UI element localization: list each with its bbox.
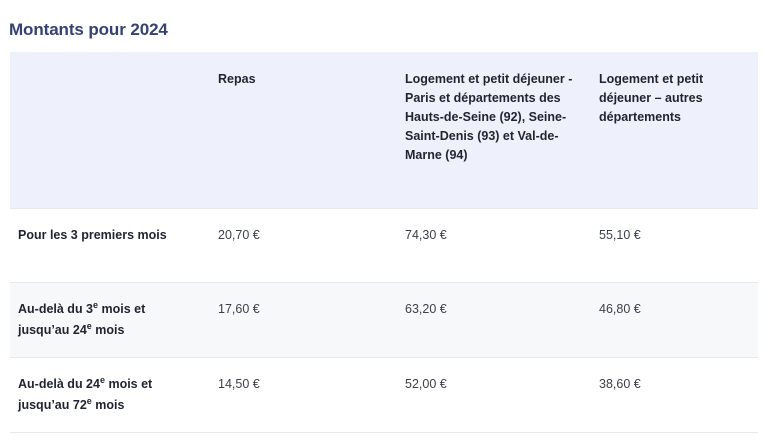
cell-logement-paris: 74,30 €: [405, 227, 447, 242]
row-label-period: Pour les 3 premiers mois: [18, 227, 167, 242]
cell-repas: 17,60 €: [218, 301, 260, 316]
table-row: Au-delà du 24e mois et jusqu’au 72e mois…: [10, 357, 758, 432]
amounts-table: Repas Logement et petit déjeuner - Paris…: [10, 52, 758, 433]
column-header-repas: Repas: [218, 72, 256, 86]
cell-logement-paris: 63,20 €: [405, 301, 447, 316]
row-label-period: Au-delà du 3e mois et jusqu’au 24e mois: [18, 299, 146, 337]
table-head: Repas Logement et petit déjeuner - Paris…: [10, 52, 758, 208]
cell-logement-autres: 46,80 €: [599, 301, 641, 316]
amounts-table-container: Repas Logement et petit déjeuner - Paris…: [10, 52, 758, 433]
cell-logement-autres: 55,10 €: [599, 227, 641, 242]
column-header-logement-paris: Logement et petit déjeuner - Paris et dé…: [405, 72, 573, 162]
page-title: Montants pour 2024: [9, 20, 168, 40]
cell-repas: 14,50 €: [218, 376, 260, 391]
column-header-logement-autres: Logement et petit déjeuner – autres dépa…: [599, 72, 704, 124]
cell-logement-autres: 38,60 €: [599, 376, 641, 391]
cell-repas: 20,70 €: [218, 227, 260, 242]
column-header-period: [10, 52, 208, 208]
cell-logement-paris: 52,00 €: [405, 376, 447, 391]
table-row: Au-delà du 3e mois et jusqu’au 24e mois …: [10, 282, 758, 357]
row-label-period: Au-delà du 24e mois et jusqu’au 72e mois: [18, 374, 153, 412]
table-body: Pour les 3 premiers mois 20,70 € 74,30 €…: [10, 208, 758, 432]
table-header-row: Repas Logement et petit déjeuner - Paris…: [10, 52, 758, 208]
table-row: Pour les 3 premiers mois 20,70 € 74,30 €…: [10, 208, 758, 282]
